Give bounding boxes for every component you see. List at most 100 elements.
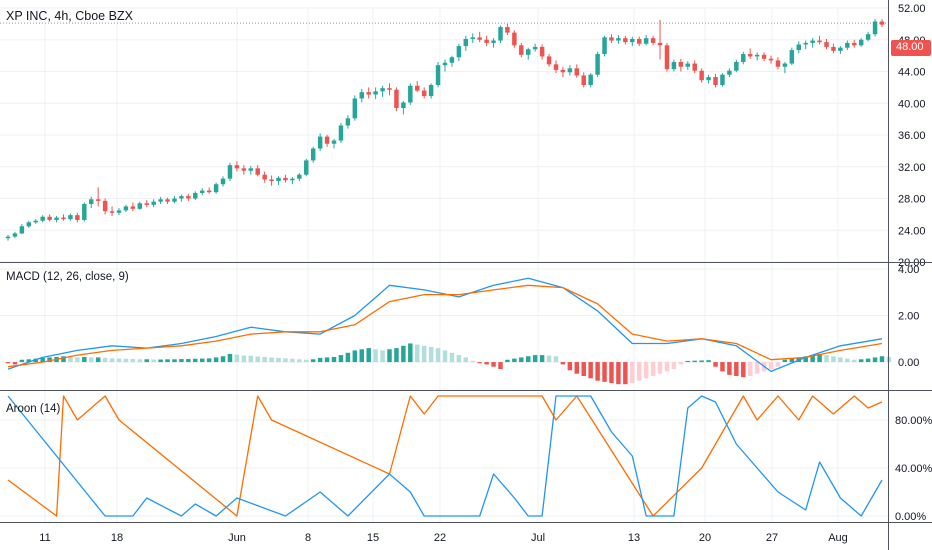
candle-body [747,54,753,57]
candle-body [609,37,614,41]
candle-body [220,178,226,185]
candle-body [845,42,850,48]
candle-body [526,49,531,55]
candle-body [713,77,718,85]
candle-body [498,27,503,41]
candle-body [359,92,364,99]
macd-histogram-bar [512,358,517,363]
macd-histogram-bar [186,359,191,363]
candle-body [324,136,330,144]
x-tick-label: 13 [628,532,640,544]
candle-body [650,38,656,43]
x-tick-label: Aug [828,532,848,544]
candle-body [574,68,580,76]
macd-histogram-bar [102,357,108,363]
macd-histogram-bar [526,356,531,363]
candle-body [255,168,260,175]
macd-histogram-bar [428,346,434,363]
macd-histogram-bar [324,357,330,363]
macd-histogram-bar [40,357,45,363]
candle-body [345,118,351,126]
macd-histogram-bar [248,355,254,363]
candle-body [706,77,711,81]
candle-body [858,39,864,46]
candle-body [456,46,462,58]
chart-title: XP INC, 4h, Cboe BZX [6,9,133,23]
candle-body [685,63,691,67]
candle-body [123,206,129,211]
candle-body [172,198,177,202]
macd-histogram-bar [664,362,670,372]
macd-histogram-bar [768,362,774,370]
macd-histogram-bar [137,359,143,363]
macd-histogram-bar [824,355,829,363]
aroon-up-line [7,395,883,517]
price-tick-label: 32.00 [898,162,926,174]
candle-body [879,21,885,25]
macd-tick-label: 0.00 [898,357,919,369]
macd-histogram-bar [47,357,52,363]
candle-body [463,38,469,47]
x-tick-label: Jul [531,532,545,544]
macd-histogram-bar [519,357,524,363]
macd-histogram-bar [636,362,642,381]
candle-body [408,85,413,103]
macd-histogram-bar [852,359,857,363]
candle-body [366,92,371,95]
macd-histogram-bar [532,355,538,363]
macd-histogram-bar [75,357,80,363]
macd-histogram-bar [581,362,586,377]
candle-body [505,27,510,33]
candle-body [387,88,392,90]
candle-body [865,34,871,40]
macd-histogram-bar [61,356,66,363]
macd-histogram-bar [845,358,850,363]
macd-histogram-bar [588,362,593,379]
macd-histogram-bar [657,362,663,374]
candle-body [241,168,247,171]
candle-body [5,236,11,239]
candle-body [519,45,524,55]
macd-histogram-bar [595,362,600,381]
candle-body [19,226,25,234]
aroon-panel[interactable] [7,395,883,517]
macd-histogram-bar [484,362,489,365]
candle-body [491,40,496,43]
macd-histogram-bar [699,360,704,363]
macd-histogram-bar [782,359,788,363]
macd-histogram-bar [803,356,808,363]
candle-body [227,165,233,179]
candle-body [595,54,600,75]
macd-histogram-bar [345,352,351,363]
aroon-title: Aroon (14) [6,403,61,415]
aroon-tick-label: 80.00% [895,415,932,427]
macd-tick-label: 4.00 [898,264,919,276]
macd-histogram-bar [89,357,94,363]
macd-histogram-bar [817,353,822,363]
macd-histogram-bar [491,362,496,367]
grid [0,7,888,522]
macd-histogram-bar [463,357,469,363]
candle-body [352,98,358,119]
candle-body [95,199,101,201]
candle-body [741,54,746,62]
signal-line [7,284,883,368]
candle-body [199,190,205,193]
macd-histogram-bar [789,358,795,363]
candle-body [657,42,663,46]
macd-histogram-bar [616,362,621,385]
macd-panel[interactable] [5,277,892,385]
candle-body [602,37,607,55]
candle-body [269,179,274,182]
candle-body [373,91,378,95]
macd-histogram-bar [456,355,462,363]
price-panel[interactable] [0,19,888,241]
candle-body [539,46,545,57]
x-tick-label: 27 [766,532,778,544]
macd-histogram-bar [283,358,288,363]
candle-body [643,38,649,44]
candle-body [810,40,815,43]
x-tick-label: 20 [699,532,711,544]
candle-body [727,70,732,75]
